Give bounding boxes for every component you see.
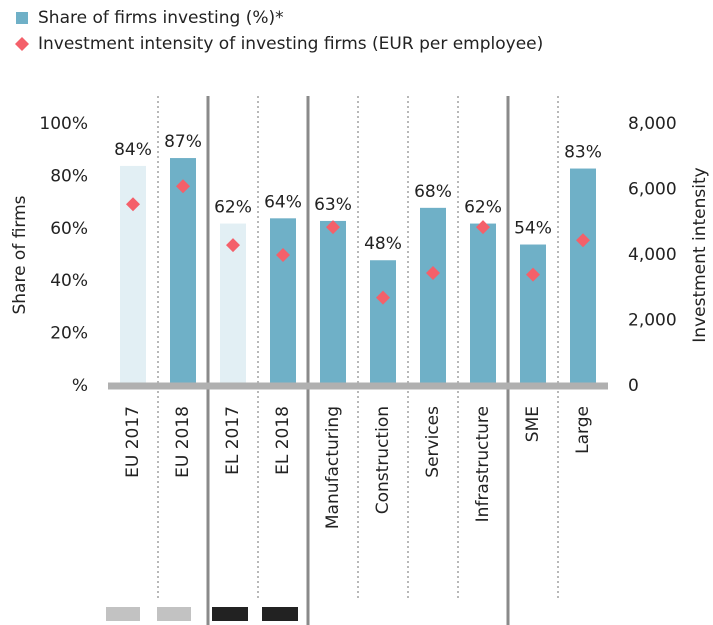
value-label: 48%: [364, 234, 402, 254]
x-tick-label: Infrastructure: [473, 406, 493, 522]
y2-tick-label: 6,000: [628, 180, 677, 200]
y-tick-label: 60%: [50, 219, 88, 239]
group-marker: [212, 607, 248, 621]
bar: [320, 220, 346, 386]
y2-tick-label: 8,000: [628, 114, 677, 134]
diamond-marker: [126, 197, 140, 212]
value-label: 62%: [464, 198, 502, 218]
diamond-marker: [576, 233, 590, 248]
bar: [570, 168, 596, 386]
diamond-marker: [476, 220, 490, 235]
diamond-marker: [176, 179, 190, 194]
y2-tick-label: 2,000: [628, 311, 677, 331]
legend-marker: [15, 37, 29, 51]
value-label: 87%: [164, 132, 202, 152]
group-marker: [157, 607, 191, 621]
group-marker: [262, 607, 298, 621]
y2-tick-label: 0: [628, 376, 639, 396]
bar: [170, 158, 196, 386]
value-label: 68%: [414, 182, 452, 202]
y2-tick-label: 4,000: [628, 245, 677, 265]
value-label: 84%: [114, 140, 152, 160]
y-tick-label: 80%: [50, 166, 88, 186]
x-tick-label: EL 2018: [273, 406, 293, 475]
x-tick-label: EL 2017: [223, 406, 243, 475]
value-label: 54%: [514, 219, 552, 239]
x-tick-label: Services: [423, 406, 443, 478]
diamond-marker: [276, 248, 290, 262]
bar: [420, 207, 446, 386]
x-tick-label: EU 2018: [173, 406, 193, 478]
value-label: 64%: [264, 192, 302, 212]
legend-label: Share of firms investing (%)*: [38, 8, 284, 28]
diamond-marker: [226, 238, 240, 253]
value-label: 63%: [314, 195, 352, 215]
x-tick-label: EU 2017: [123, 406, 143, 478]
x-tick-label: Large: [573, 406, 593, 454]
bar: [470, 223, 496, 386]
y-axis-title: Share of firms: [10, 195, 30, 314]
y-tick-label: 40%: [50, 271, 88, 291]
diamond-marker: [376, 290, 390, 305]
y-tick-label: 20%: [50, 324, 88, 344]
diamond-marker: [426, 266, 440, 281]
y-tick-label: %: [72, 376, 88, 396]
x-tick-label: Manufacturing: [323, 406, 343, 529]
x-tick-label: SME: [523, 406, 543, 442]
bar: [270, 218, 296, 386]
group-marker: [106, 607, 140, 621]
bar: [520, 244, 546, 386]
bar: [370, 260, 396, 386]
value-label: 83%: [564, 143, 602, 163]
y2-axis-title: Investment intensity: [690, 167, 710, 342]
legend-label: Investment intensity of investing firms …: [38, 34, 543, 54]
y-tick-label: 100%: [39, 114, 88, 134]
diamond-marker: [526, 267, 540, 282]
x-tick-label: Construction: [373, 406, 393, 514]
legend-marker: [16, 12, 28, 24]
value-label: 62%: [214, 198, 252, 218]
diamond-marker: [326, 220, 340, 235]
